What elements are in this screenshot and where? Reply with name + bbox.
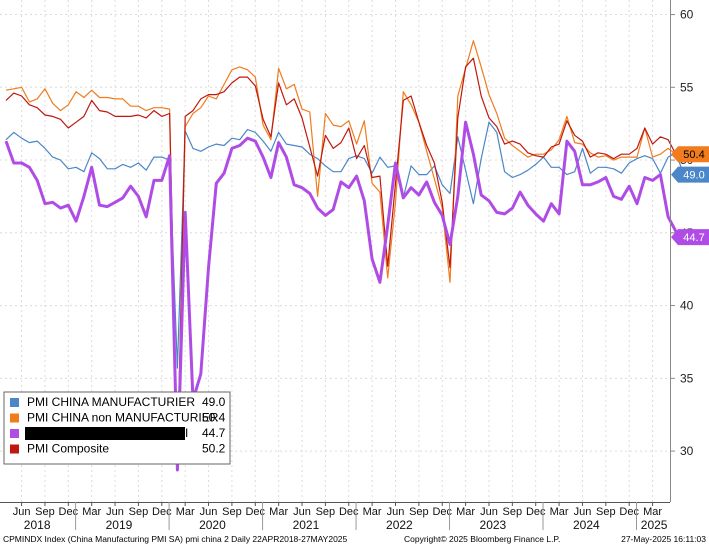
x-tick-label: Dec [619,506,639,518]
x-tick-label: Mar [82,506,101,518]
x-tick-label: Sep [129,506,149,518]
x-year-label: 2019 [106,518,133,532]
x-tick-label: Dec [152,506,172,518]
x-tick-label: Mar [363,506,382,518]
x-tick-label: Mar [550,506,569,518]
legend-label: PMI CHINA non MANUFACTURIER [27,411,219,425]
legend: PMI CHINA MANUFACTURIER 49.0 PMI CHINA non… [3,391,231,465]
legend-swatch [10,413,19,423]
badge-shape [671,146,709,163]
x-tick-label: Mar [269,506,288,518]
series-non-manufacturing-line [5,40,684,458]
badge-shape [671,166,709,183]
footer: CPMINDX Index (China Manufacturing PMI S… [3,534,706,544]
x-tick-label: Sep [503,506,523,518]
x-tick-label: Sep [596,506,616,518]
legend-value: 49.0 [202,395,226,409]
legend-label: PMI Composite [27,442,109,456]
x-tick-label: Sep [35,506,55,518]
footer-copyright: Copyright© 2025 Bloomberg Finance L.P. [404,534,560,544]
legend-swatch [10,444,19,454]
x-tick-label: Mar [643,506,662,518]
x-tick-label: Dec [245,506,265,518]
x-tick-label: Jun [13,506,31,518]
legend-item: PMI CHINA MANUFACTURIER 49.0 [10,395,226,409]
x-tick-label: Dec [526,506,546,518]
x-tick-label: Sep [409,506,429,518]
badge-label: 50.4 [683,149,704,161]
legend-value: 50.4 [202,411,226,425]
legend-label: China New Export Orders PMI [27,426,188,440]
x-year-label: 2018 [24,518,51,532]
y-tick-label: 60 [680,8,694,22]
value-badge: 44.7 [671,229,709,246]
x-tick-label: Dec [432,506,452,518]
legend-label: PMI CHINA MANUFACTURIER [27,395,195,409]
x-tick-label: Jun [200,506,218,518]
x-tick-label: Jun [387,506,405,518]
badge-shape [671,229,709,246]
footer-timestamp: 27-May-2025 16:11:03 [621,534,706,544]
legend-item: PMI Composite 50.2 [10,442,226,456]
y-tick-label: 40 [680,299,694,313]
grid-layer [0,0,670,502]
badge-label: 49.0 [683,170,704,182]
x-tick-label: Mar [456,506,475,518]
legend-value: 44.7 [202,426,226,440]
value-badge: 50.4 [671,146,709,163]
x-tick-label: Mar [176,506,195,518]
x-tick-label: Sep [222,506,242,518]
legend-item: China New Export Orders PMI 44.7 [10,426,226,440]
series-manufacturing-line [5,121,685,369]
legend-highlight [25,427,185,440]
x-tick-label: Jun [574,506,592,518]
footer-source: CPMINDX Index (China Manufacturing PMI S… [3,534,348,544]
value-badge: 49.0 [671,166,709,183]
x-tick-label: Sep [316,506,336,518]
y-tick-label: 55 [680,80,694,94]
x-year-label: 2021 [293,518,320,532]
x-tick-label: Dec [339,506,359,518]
y-tick-label: 30 [680,444,694,458]
series-new-export-orders-line [4,120,685,472]
x-year-label: 2022 [386,518,413,532]
legend-swatch [10,429,19,438]
last-value-badges: 50.4 49.0 44.7 [671,146,709,246]
badge-label: 44.7 [683,232,704,244]
x-tick-label: Jun [480,506,498,518]
series-composite-line [5,57,684,468]
x-year-label: 2025 [641,518,668,532]
x-year-label: 2024 [573,518,600,532]
x-tick-label: Jun [293,506,311,518]
y-tick-label: 35 [680,371,694,385]
legend-value: 50.2 [202,442,226,456]
x-year-label: 2023 [480,518,507,532]
x-tick-labels: Jun Sep Dec Mar Jun Sep Dec Mar Jun Sep Dec Mar Jun S… [13,502,668,532]
x-tick-label: Jun [106,506,124,518]
x-tick-label: Dec [59,506,79,518]
x-year-label: 2020 [199,518,226,532]
legend-swatch [10,398,19,407]
series-layer [4,40,685,472]
